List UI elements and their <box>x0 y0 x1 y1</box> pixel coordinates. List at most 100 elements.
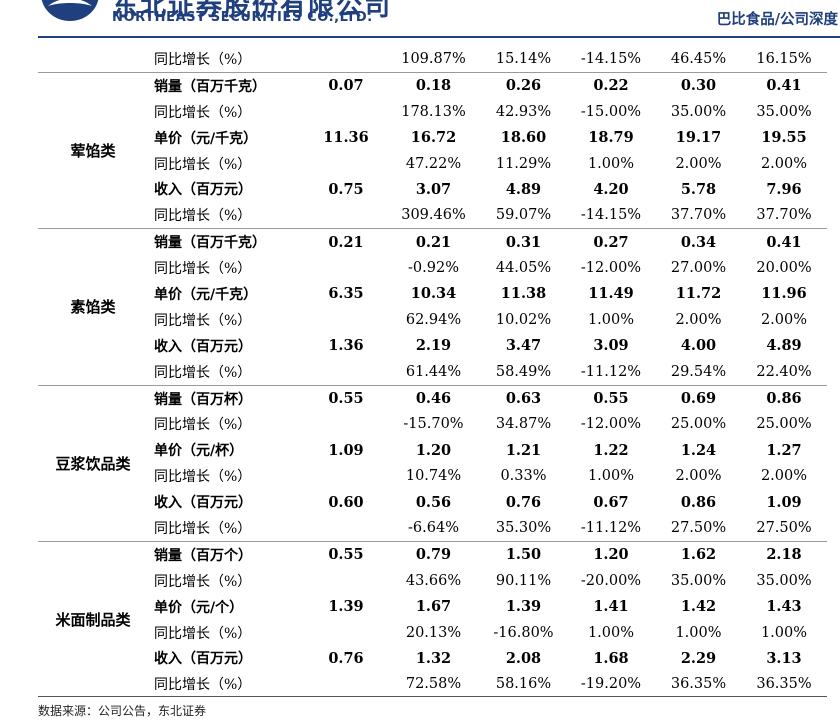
value-cell: 178.13% <box>401 103 466 120</box>
value-cell: 1.09 <box>766 493 802 511</box>
value-cell: 61.44% <box>405 363 462 380</box>
value-cell: -14.15% <box>580 50 642 67</box>
table-bottom-rule <box>38 696 827 697</box>
value-cell: 0.67 <box>593 493 629 511</box>
table-row: 同比增长（%） 309.46% 59.07% -14.15% 37.70% 37.70% <box>38 202 827 228</box>
value-cell: 0.41 <box>741 228 827 256</box>
table-row: 同比增长（%） 20.13% -16.80% 1.00% 1.00% 1.00% <box>38 620 827 646</box>
value-cell: 2.00% <box>675 155 722 172</box>
table-row: 同比增长（%） 10.74% 0.33% 1.00% 2.00% 2.00% <box>38 463 827 489</box>
category-label: 豆浆饮品类 <box>38 384 148 542</box>
value-cell: 35.00% <box>756 572 812 589</box>
value-cell: 4.89 <box>766 337 802 355</box>
value-cell: -16.80% <box>493 624 554 641</box>
value-cell: 3.09 <box>593 337 629 355</box>
value-cell <box>306 99 386 125</box>
value-cell: 19.17 <box>675 129 722 147</box>
value-cell: 1.41 <box>593 598 629 616</box>
value-cell: 0.41 <box>741 71 827 99</box>
value-cell: 1.32 <box>415 649 452 667</box>
table-row: 豆浆饮品类 销量（百万杯） 0.55 0.46 0.63 0.55 0.69 0.86 <box>38 384 827 542</box>
value-cell: 4.89 <box>505 180 542 198</box>
table-row: 米面制品类 销量（百万个） 0.55 0.79 1.50 1.20 1.62 2.18 <box>38 540 827 698</box>
table-row: 收入（百万元） 0.75 3.07 4.89 4.20 5.78 7.96 <box>38 176 827 202</box>
value-cell: 0.55 <box>306 540 386 568</box>
value-cell: 37.70% <box>756 207 812 224</box>
table-row: 同比增长（%） 72.58% 58.16% -19.20% 36.35% 36.35% <box>38 671 827 697</box>
table-row: 同比增长（%） 47.22% 11.29% 1.00% 2.00% 2.00% <box>38 151 827 177</box>
value-cell: 0.34 <box>656 228 741 256</box>
value-cell: 18.60 <box>500 129 547 147</box>
table-row: 单价（元/个） 1.39 1.67 1.39 1.41 1.42 1.43 <box>38 594 827 620</box>
value-cell: 2.00% <box>760 155 808 172</box>
value-cell: 3.47 <box>505 337 542 355</box>
value-cell: 0.79 <box>386 540 481 568</box>
metric-label: 同比增长（%） <box>154 520 252 537</box>
metric-label: 同比增长（%） <box>154 104 252 121</box>
value-cell: 19.55 <box>761 129 807 147</box>
value-cell <box>306 307 386 333</box>
company-logo-icon <box>41 0 99 21</box>
value-cell: 1.20 <box>415 441 452 459</box>
value-cell: 0.63 <box>481 384 566 412</box>
value-cell <box>306 359 386 385</box>
table-row: 同比增长（%） -0.92% 44.05% -12.00% 27.00% 20.00% <box>38 255 827 281</box>
value-cell: 0.30 <box>656 71 741 99</box>
value-cell: 3.07 <box>415 180 452 198</box>
value-cell: 1.68 <box>593 649 629 667</box>
report-header: 东北证券股份有限公司 NORTHEAST SECURITIES CO.,LTD.… <box>0 0 840 38</box>
value-cell: 10.34 <box>410 285 457 303</box>
table-row: 素馅类 销量（百万千克） 0.21 0.21 0.31 0.27 0.34 0.41 <box>38 228 827 386</box>
value-cell: 1.39 <box>505 598 542 616</box>
value-cell: 11.49 <box>588 285 634 303</box>
category-label: 荤馅类 <box>38 71 148 229</box>
value-cell: 20.13% <box>405 624 462 641</box>
company-name-en: NORTHEAST SECURITIES CO.,LTD. <box>112 10 373 25</box>
value-cell <box>306 151 386 177</box>
metric-label: 同比增长（%） <box>154 156 252 173</box>
value-cell: 35.30% <box>495 519 552 536</box>
table-row: 同比增长（%） -15.70% 34.87% -12.00% 25.00% 25.00% <box>38 411 827 437</box>
metric-label: 同比增长（%） <box>154 364 252 381</box>
table-row: 同比增长（%） 178.13% 42.93% -15.00% 35.00% 35.00% <box>38 99 827 125</box>
value-cell: 0.69 <box>656 384 741 412</box>
value-cell: 4.00 <box>680 337 717 355</box>
value-cell: 27.50% <box>756 519 812 536</box>
value-cell: 11.72 <box>675 285 722 303</box>
value-cell: 109.87% <box>401 50 466 67</box>
table-row: 同比增长（%） 109.87% 15.14% -14.15% 46.45% 16.15% <box>38 46 827 72</box>
value-cell: -6.64% <box>408 519 459 536</box>
table-row: 收入（百万元） 0.60 0.56 0.76 0.67 0.86 1.09 <box>38 489 827 515</box>
value-cell: 10.74% <box>405 468 462 485</box>
value-cell: 1.20 <box>566 540 656 568</box>
metric-label: 同比增长（%） <box>154 573 252 590</box>
metric-label: 收入（百万元） <box>154 651 252 668</box>
value-cell: 0.75 <box>328 180 364 198</box>
value-cell: 0.76 <box>328 649 364 667</box>
value-cell: 35.00% <box>670 572 727 589</box>
value-cell: 16.15% <box>756 50 812 67</box>
metric-label: 单价（元/个） <box>154 599 244 616</box>
metric-label: 收入（百万元） <box>154 182 252 199</box>
value-cell: 0.86 <box>741 384 827 412</box>
value-cell: 0.55 <box>566 384 656 412</box>
value-cell: 62.94% <box>405 311 462 328</box>
value-cell: 0.56 <box>415 493 452 511</box>
value-cell: 0.31 <box>481 228 566 256</box>
value-cell: 2.18 <box>741 540 827 568</box>
value-cell: -12.00% <box>580 416 642 433</box>
value-cell: -20.00% <box>580 572 642 589</box>
value-cell: 1.67 <box>415 598 452 616</box>
value-cell: 11.36 <box>323 129 369 147</box>
value-cell <box>306 463 386 489</box>
table-row: 单价（元/千克） 6.35 10.34 11.38 11.49 11.72 11.96 <box>38 281 827 307</box>
metric-label: 同比增长（%） <box>154 469 252 486</box>
value-cell: 29.54% <box>670 363 727 380</box>
metric-label: 销量（百万杯） <box>148 384 306 412</box>
value-cell <box>306 568 386 594</box>
metric-label: 单价（元/千克） <box>154 130 258 147</box>
value-cell: 1.00% <box>587 468 635 485</box>
value-cell: 10.02% <box>495 311 552 328</box>
value-cell <box>306 411 386 437</box>
value-cell <box>306 620 386 646</box>
